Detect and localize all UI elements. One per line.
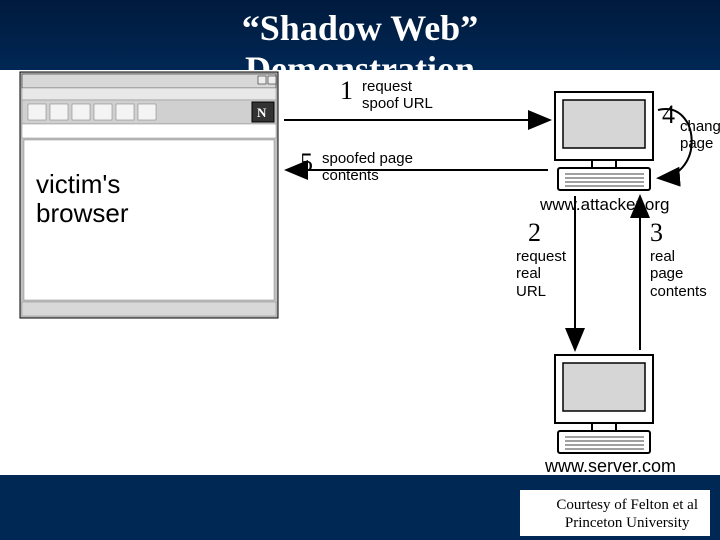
- attacker-label: www.attacker.org: [540, 195, 669, 215]
- step2-text: request real URL: [516, 248, 566, 300]
- server-label: www.server.com: [545, 456, 676, 477]
- step4-num: 4: [662, 100, 675, 130]
- step5-num: 5: [300, 148, 313, 178]
- credit-text: Courtesy of Felton et al Princeton Unive…: [556, 496, 698, 532]
- victim-label: victim's browser: [36, 170, 128, 227]
- credit-l1: Courtesy of Felton et al: [556, 497, 698, 513]
- step2-num: 2: [528, 218, 541, 248]
- victim-l2: browser: [36, 198, 128, 228]
- step4-text: change page: [680, 118, 720, 153]
- credit-l2: Princeton University: [565, 515, 690, 531]
- step3-num: 3: [650, 218, 663, 248]
- step1-text: request spoof URL: [362, 78, 433, 113]
- diagram-bg: [0, 70, 720, 475]
- step1-num: 1: [340, 76, 353, 106]
- step3-text: real page contents: [650, 248, 707, 300]
- title-line1: “Shadow Web”: [242, 8, 478, 48]
- title-line2: Demonstration: [245, 49, 475, 89]
- step5-text: spoofed page contents: [322, 150, 413, 185]
- page-title: “Shadow Web” Demonstration: [242, 8, 478, 91]
- victim-l1: victim's: [36, 169, 120, 199]
